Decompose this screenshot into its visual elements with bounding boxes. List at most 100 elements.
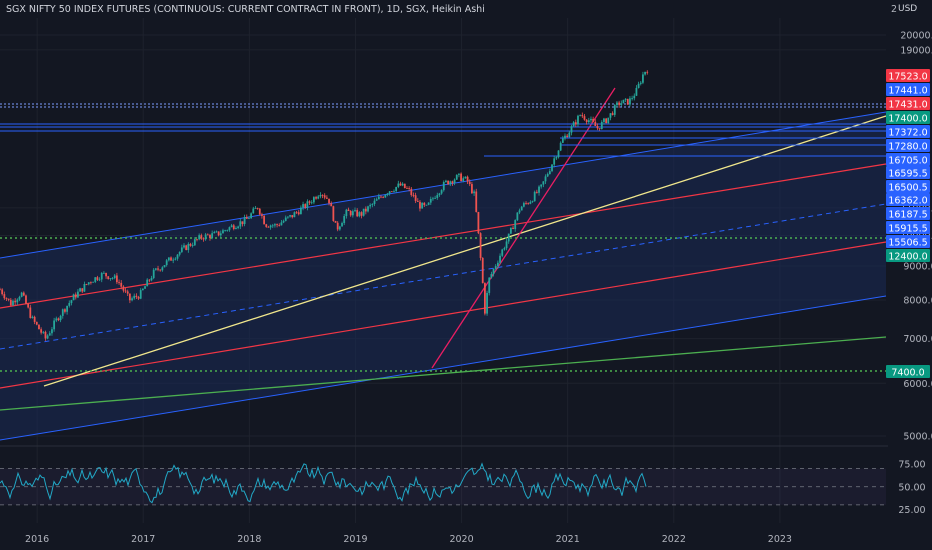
candle-body — [557, 150, 560, 158]
candle-body — [377, 196, 380, 200]
candle-body — [639, 82, 642, 84]
candle-body — [386, 193, 389, 195]
candle-body — [397, 183, 400, 187]
candle-body — [425, 204, 428, 206]
candle-body — [585, 119, 588, 123]
candle-body — [364, 208, 367, 212]
candle-body — [66, 305, 69, 312]
candle-body — [581, 115, 584, 117]
candle-body — [555, 157, 558, 159]
price-badge-label: 17441.0 — [888, 86, 927, 97]
candle-body — [375, 199, 378, 201]
candle-body — [613, 105, 616, 115]
time-tick-label: 2018 — [237, 534, 261, 545]
price-badge-label: 7400.0 — [891, 368, 924, 379]
candle-body — [328, 198, 330, 204]
candle-body — [68, 303, 71, 306]
candle-body — [447, 180, 450, 185]
candle-body — [148, 279, 151, 281]
candle-body — [85, 284, 88, 285]
candle-body — [191, 245, 194, 246]
price-badge — [886, 207, 930, 220]
candle-body — [64, 309, 66, 312]
candle-body — [330, 203, 333, 207]
candle-body — [269, 225, 272, 228]
candle-body — [551, 164, 553, 172]
candle-body — [252, 208, 255, 214]
candle-body — [351, 211, 354, 216]
candle-body — [419, 201, 421, 209]
candle-body — [25, 295, 27, 304]
candle-body — [180, 247, 183, 252]
candle-body — [544, 176, 547, 182]
candle-body — [250, 213, 253, 219]
candle-body — [144, 286, 146, 289]
candle-body — [410, 188, 413, 196]
candle-body — [258, 208, 261, 215]
candle-body — [531, 201, 534, 203]
candle-body — [406, 188, 408, 189]
candle-body — [620, 103, 623, 105]
candle-body — [237, 226, 240, 229]
candle-body — [159, 269, 162, 271]
candle-body — [241, 221, 244, 225]
currency-label[interactable]: USD — [898, 4, 918, 14]
price-badge-label: 17280.0 — [888, 142, 927, 153]
candle-body — [224, 230, 227, 232]
candle-body — [222, 230, 224, 234]
candle-body — [51, 329, 53, 334]
candle-body — [624, 98, 627, 100]
candle-body — [475, 191, 478, 212]
price-badge — [886, 153, 930, 166]
candle-body — [92, 281, 94, 283]
regression-channel — [0, 111, 887, 441]
candle-body — [152, 269, 155, 279]
candle-body — [77, 291, 79, 298]
candle-body — [499, 255, 501, 263]
candle-body — [213, 232, 216, 234]
candle-body — [276, 224, 278, 226]
candle-body — [527, 203, 530, 204]
candle-body — [622, 99, 625, 104]
candle-body — [12, 300, 14, 306]
candle-body — [232, 225, 235, 230]
candle-body — [559, 142, 562, 151]
candle-body — [161, 267, 164, 271]
candle-body — [293, 212, 296, 218]
candle-body — [380, 196, 382, 198]
candle-body — [187, 243, 190, 250]
time-tick-label: 2022 — [662, 534, 686, 545]
candle-body — [267, 226, 270, 228]
candle-body — [332, 206, 335, 221]
candle-body — [319, 194, 322, 197]
candle-body — [449, 181, 452, 185]
candle-body — [299, 207, 302, 215]
price-badge-label: 16705.0 — [888, 156, 927, 167]
candle-body — [579, 115, 582, 116]
price-badge — [886, 235, 930, 248]
candle-body — [609, 113, 612, 118]
candle-body — [274, 224, 276, 226]
candle-body — [271, 225, 274, 227]
candle-body — [496, 262, 499, 267]
candle-body — [124, 290, 127, 292]
candle-body — [529, 202, 532, 204]
candle-body — [193, 239, 196, 246]
candle-body — [0, 289, 1, 291]
candle-body — [408, 188, 411, 189]
candle-body — [505, 241, 508, 249]
candle-body — [16, 299, 19, 303]
candle-body — [644, 71, 646, 75]
candle-body — [100, 273, 103, 280]
time-tick-label: 2016 — [25, 534, 49, 545]
candle-body — [455, 174, 458, 180]
candle-body — [611, 113, 614, 115]
candle-body — [33, 316, 36, 322]
candle-body — [141, 288, 144, 291]
candle-body — [354, 210, 356, 212]
candle-body — [178, 251, 181, 255]
candle-body — [154, 268, 157, 270]
candle-body — [206, 234, 209, 236]
time-axis[interactable]: 2016 2017 2018 2019 2020 2021 2022 2023 — [25, 534, 792, 545]
